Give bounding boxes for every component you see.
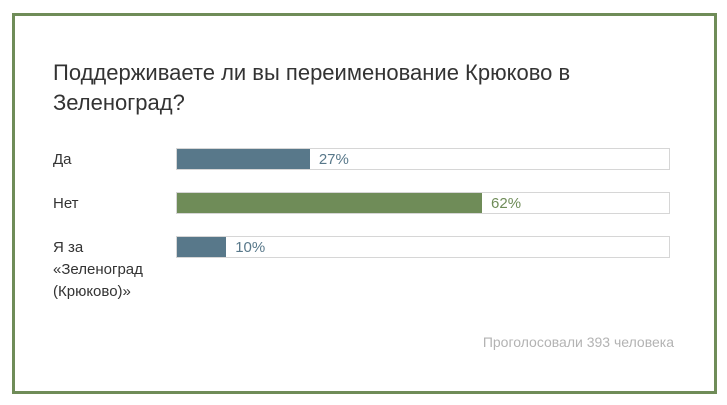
result-bar-fill (177, 237, 227, 257)
poll-option-net[interactable]: Нет 62% (15, 192, 714, 216)
result-bar-track: 62% (176, 192, 670, 214)
option-label: Я за «Зеленоград (Крюково)» (53, 239, 143, 300)
option-label: Нет (53, 195, 79, 212)
poll-card: Поддерживаете ли вы переименование Крюко… (12, 13, 717, 394)
result-percent: 10% (235, 239, 266, 256)
result-percent: 27% (318, 151, 349, 168)
option-label: Да (53, 151, 72, 168)
poll-option-da[interactable]: Да 27% (15, 148, 714, 172)
result-percent: 62% (491, 195, 522, 212)
poll-option-zelenograd-kryukovo[interactable]: Я за «Зеленоград (Крюково)» 10% (15, 236, 714, 300)
vote-count: Проголосовали 393 человека (482, 334, 674, 350)
result-bar-fill (177, 149, 310, 169)
poll-question: Поддерживаете ли вы переименование Крюко… (53, 60, 571, 115)
result-bar-track: 10% (176, 236, 670, 258)
result-bar-track: 27% (176, 148, 670, 170)
result-bar-fill (177, 193, 483, 213)
